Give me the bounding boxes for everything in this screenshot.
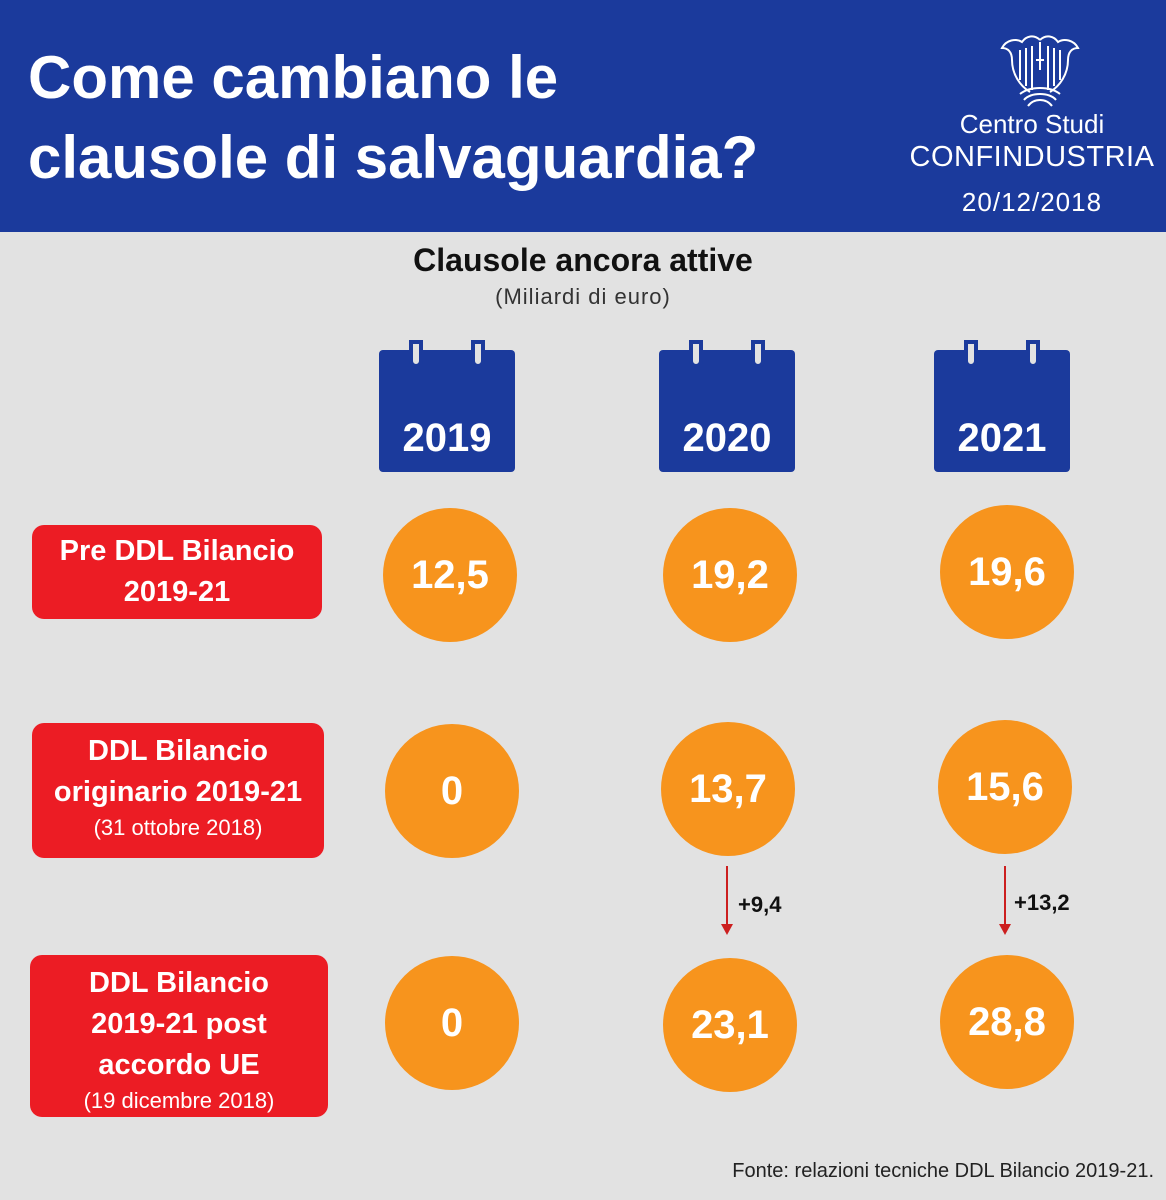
- title-line-1: Come cambiano le: [28, 44, 559, 111]
- value-circle-2020-originario: 13,7: [661, 722, 795, 856]
- value-circle-2020-pre: 19,2: [663, 508, 797, 642]
- calendar-ring-icon: [1026, 340, 1040, 368]
- arrow-down-icon: [999, 866, 1011, 935]
- row-label-main: DDL Bilancio 2019-21 post accordo UE: [89, 967, 269, 1081]
- calendar-2020: 2020: [659, 340, 795, 474]
- source-note: Fonte: relazioni tecniche DDL Bilancio 2…: [732, 1160, 1154, 1182]
- publication-date: 20/12/2018: [961, 187, 1103, 217]
- page-title: Come cambiano le clausole di salvaguardi…: [28, 38, 908, 198]
- org-name-line-2: CONFINDUSTRIA: [909, 141, 1155, 173]
- value-circle-2021-pre: 19,6: [940, 505, 1074, 639]
- arrow-down-icon: [721, 866, 733, 935]
- calendar-ring-icon: [751, 340, 765, 368]
- calendar-icon: [934, 350, 1070, 472]
- calendar-icon: [379, 350, 515, 472]
- row-label-pre-ddl: Pre DDL Bilancio 2019-21: [32, 525, 322, 619]
- calendar-icon: [659, 350, 795, 472]
- eagle-logo-icon: [1000, 35, 1080, 107]
- calendar-ring-icon: [471, 340, 485, 368]
- value-circle-2019-pre: 12,5: [383, 508, 517, 642]
- value-circle-2019-post: 0: [385, 956, 519, 1090]
- calendar-ring-icon: [689, 340, 703, 368]
- delta-2020: +9,4: [738, 892, 782, 917]
- year-label: 2021: [957, 416, 1047, 460]
- section-subtitle: Clausole ancora attive: [413, 242, 753, 278]
- title-line-2: clausole di salvaguardia?: [28, 124, 759, 191]
- value-circle-2021-post: 28,8: [940, 955, 1074, 1089]
- value-circle-2020-post: 23,1: [663, 958, 797, 1092]
- org-name-line-1: Centro Studi: [959, 109, 1105, 139]
- delta-2021: +13,2: [1014, 890, 1070, 915]
- row-label-main: DDL Bilancio originario 2019-21: [53, 735, 303, 808]
- units-note: (Miliardi di euro): [495, 284, 671, 309]
- year-label: 2020: [682, 416, 772, 460]
- row-label-main: Pre DDL Bilancio 2019-21: [59, 535, 295, 608]
- organization-block: Centro Studi CONFINDUSTRIA 20/12/2018: [900, 108, 1164, 218]
- row-label-post-accordo: DDL Bilancio 2019-21 post accordo UE (19…: [30, 955, 328, 1117]
- calendar-ring-icon: [964, 340, 978, 368]
- year-label: 2019: [402, 416, 492, 460]
- calendar-2021: 2021: [934, 340, 1070, 474]
- header-banner: Come cambiano le clausole di salvaguardi…: [0, 0, 1166, 232]
- value-circle-2019-originario: 0: [385, 724, 519, 858]
- row-label-date: (19 dicembre 2018): [83, 1088, 275, 1113]
- calendar-ring-icon: [409, 340, 423, 368]
- value-circle-2021-originario: 15,6: [938, 720, 1072, 854]
- calendar-2019: 2019: [379, 340, 515, 474]
- row-label-date: (31 ottobre 2018): [93, 815, 263, 840]
- row-label-ddl-originario: DDL Bilancio originario 2019-21 (31 otto…: [32, 723, 324, 858]
